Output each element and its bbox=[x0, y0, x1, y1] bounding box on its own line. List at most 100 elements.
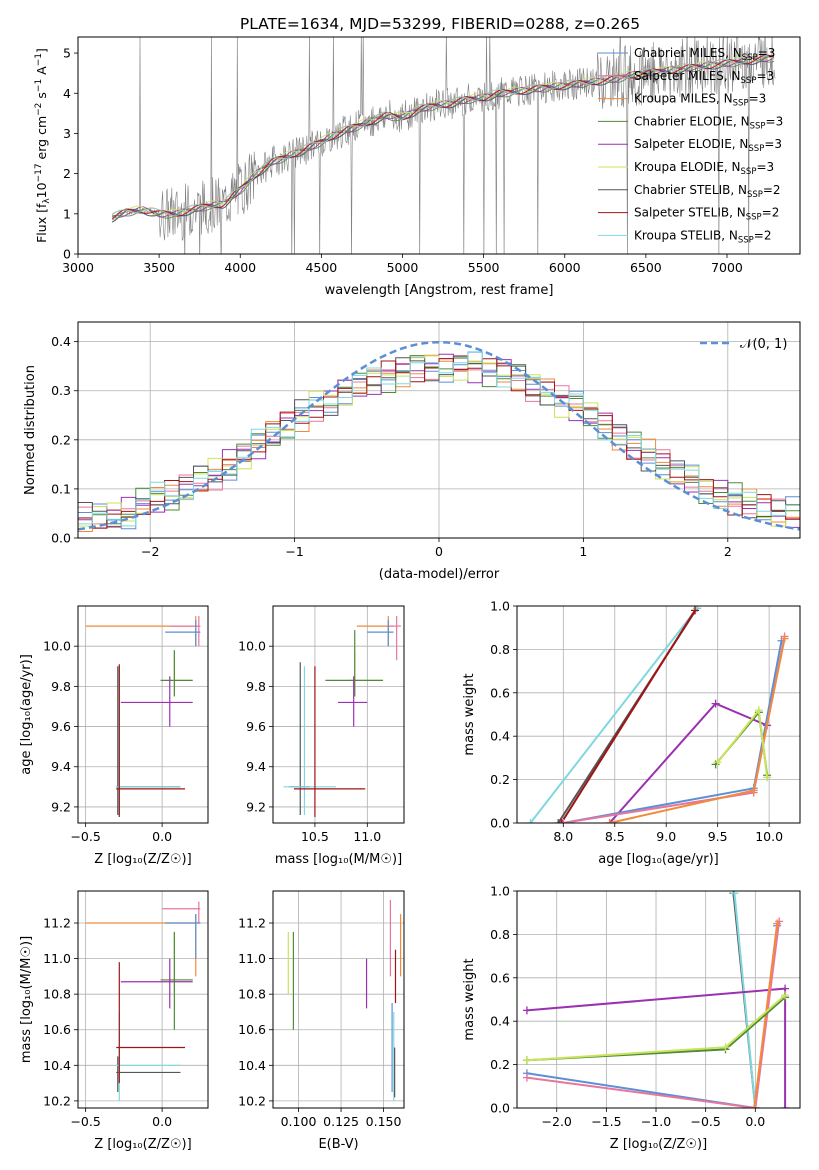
point-marker-salpeter_stelib bbox=[557, 819, 566, 823]
panel-mass_vs_Z: −0.5 0.0 10.2 10.4 10.6 10.8 11.0 11.2 Z [log₁₀(… bbox=[19, 890, 209, 1152]
axes-frame bbox=[516, 605, 801, 824]
y-axis-label: age [log₁₀(age/yr)] bbox=[19, 654, 34, 775]
y-tick-label: 9.8 bbox=[246, 679, 266, 694]
y-tick-label: 1.0 bbox=[490, 884, 510, 899]
panel-spectrum: 3000 3500 4000 4500 5000 5500 6000 6500 7000 0 1 2 3… bbox=[34, 36, 801, 298]
x-tick-label: 0.0 bbox=[152, 1114, 172, 1129]
y-tick-label: 9.4 bbox=[246, 759, 266, 774]
x-tick-label: 2 bbox=[724, 544, 732, 559]
x-tick-label: 4000 bbox=[224, 260, 256, 275]
series-line-kroupa_miles bbox=[753, 923, 779, 1108]
y-tick-label: 9.6 bbox=[51, 719, 71, 734]
y-tick-label: 0.2 bbox=[490, 1057, 510, 1072]
legend-label: 𝒩(0, 1) bbox=[740, 337, 787, 352]
x-tick-label: −0.5 bbox=[70, 1114, 100, 1129]
point-marker-kroupa_elodie bbox=[721, 1043, 730, 1052]
x-tick-label: −2.0 bbox=[542, 1114, 572, 1129]
legend-label: Chabrier ELODIE, NSSP=3 bbox=[634, 114, 783, 131]
series-line-kroupa_stelib bbox=[529, 607, 698, 823]
series-line-salpeter_miles bbox=[563, 636, 786, 823]
point-marker-salpeter_miles bbox=[559, 819, 568, 823]
legend-label-value: =3 bbox=[749, 92, 767, 106]
y-axis-label: mass weight bbox=[462, 958, 477, 1040]
series-line-salpeter_stelib bbox=[560, 609, 696, 823]
y-tick-label: 5 bbox=[63, 46, 71, 61]
y-axis-label: mass weight bbox=[462, 673, 477, 755]
x-tick-label: 5500 bbox=[468, 260, 500, 275]
point-marker-kroupa_miles bbox=[749, 786, 758, 795]
y-tick-label: 0.0 bbox=[51, 531, 71, 546]
legend-label-subscript: SSP bbox=[747, 190, 763, 200]
y-tick-label: 10.0 bbox=[238, 639, 266, 654]
point-marker-kroupa_stelib bbox=[730, 891, 739, 898]
y-tick-label: 0.1 bbox=[51, 481, 71, 496]
point-marker-kroupa_miles bbox=[750, 1104, 759, 1108]
model-line-kroupa_elodie bbox=[112, 53, 775, 220]
y-tick-label: 2 bbox=[63, 166, 71, 181]
legend-label: Salpeter MILES, NSSP=3 bbox=[634, 69, 774, 86]
model-line-salpeter_stelib bbox=[111, 54, 775, 220]
axes-frame bbox=[77, 605, 209, 824]
x-tick-label: 9.0 bbox=[656, 829, 676, 844]
y-tick-label: 0.6 bbox=[490, 685, 510, 700]
y-tick-label: 0.8 bbox=[490, 642, 510, 657]
histogram-chabrier_stelib bbox=[78, 357, 800, 527]
x-tick-label: 1 bbox=[579, 544, 587, 559]
x-axis-label: (data-model)/error bbox=[379, 567, 500, 582]
y-tick-label: 10.2 bbox=[238, 1093, 266, 1108]
axes-frame bbox=[272, 605, 405, 824]
x-tick-label: 11.0 bbox=[353, 829, 381, 844]
plot-area-mass_vs_ebv bbox=[287, 899, 402, 1101]
x-axis-label: mass [log₁₀(M/M☉)] bbox=[275, 852, 402, 867]
x-axis-label: Z [log₁₀(Z/Z☉)] bbox=[94, 1137, 191, 1152]
panel-residuals: −2 −1 0 1 2 0.0 0.1 0.2 0.3 0.4 (data-model)/error… bbox=[23, 321, 801, 582]
point-marker-kroupa_elodie bbox=[754, 706, 763, 715]
x-axis-label: Z [log₁₀(Z/Z☉)] bbox=[94, 852, 191, 867]
panel-age_vs_mass: 10.5 11.0 9.2 9.4 9.6 9.8 10.0 mass [log₁₀(M/M☉… bbox=[238, 605, 405, 867]
y-tick-label: 10.4 bbox=[43, 1058, 71, 1073]
series-line-salpeter_miles bbox=[526, 921, 781, 1108]
point-marker-kroupa_stelib bbox=[526, 819, 535, 823]
legend-label-subscript: SSP bbox=[738, 235, 754, 245]
legend-label-value: =3 bbox=[764, 137, 782, 151]
legend-label-subscript: SSP bbox=[750, 121, 766, 131]
y-tick-label: 10.8 bbox=[238, 987, 266, 1002]
x-tick-label: 7000 bbox=[711, 260, 743, 275]
point-marker-salpeter_elodie bbox=[711, 699, 720, 708]
panel-age_vs_Z: −0.5 0.0 9.2 9.4 9.6 9.8 10.0 Z [log₁₀(Z/Z☉)] ag… bbox=[19, 605, 209, 867]
x-axis-label: Z [log₁₀(Z/Z☉)] bbox=[610, 1137, 707, 1152]
y-tick-label: 11.0 bbox=[43, 951, 71, 966]
x-axis-label: age [log₁₀(age/yr)] bbox=[598, 852, 719, 867]
plot-area-age_vs_mass bbox=[283, 616, 401, 817]
y-axis-label-part: −1 bbox=[34, 53, 44, 66]
y-tick-label: 4 bbox=[63, 86, 71, 101]
legend-label: Salpeter STELIB, NSSP=2 bbox=[634, 206, 779, 223]
point-marker-kroupa_elodie bbox=[522, 1056, 531, 1065]
x-tick-label: 0.125 bbox=[323, 1114, 359, 1129]
y-tick-label: 0 bbox=[63, 247, 71, 262]
x-tick-label: 3500 bbox=[143, 260, 175, 275]
y-tick-label: 9.8 bbox=[51, 679, 71, 694]
plot-area-age_vs_Z bbox=[85, 616, 201, 817]
x-tick-label: 6000 bbox=[549, 260, 581, 275]
axes-frame bbox=[77, 36, 801, 255]
legend-label-subscript: SSP bbox=[748, 144, 764, 154]
x-tick-label: −1.5 bbox=[591, 1114, 621, 1129]
x-tick-label: −0.5 bbox=[690, 1114, 720, 1129]
y-tick-label: 0.4 bbox=[51, 334, 71, 349]
plot-area-mass_vs_Z bbox=[85, 901, 201, 1101]
panel-weight_vs_Z: −2.0 −1.5 −1.0 −0.5 0.0 0.0 0.2 0.4 0.6 0.8 1.0 Z [… bbox=[462, 884, 801, 1152]
point-marker-chabrier_stelib bbox=[554, 819, 563, 823]
panel-weight_vs_age: 8.0 8.5 9.0 9.5 10.0 0.0 0.2 0.4 0.6 0.8 1.0 age [l… bbox=[462, 599, 801, 867]
x-tick-label: −2 bbox=[141, 544, 159, 559]
y-tick-label: 1 bbox=[63, 206, 71, 221]
plot-area-weight_vs_Z bbox=[522, 891, 790, 1108]
legend-label: Salpeter ELODIE, NSSP=3 bbox=[634, 137, 782, 154]
y-tick-label: 11.2 bbox=[238, 916, 266, 931]
x-axis-label: E(B-V) bbox=[318, 1137, 358, 1152]
legend-label-text: Salpeter STELIB, N bbox=[634, 206, 746, 220]
y-axis-label-part: λ bbox=[42, 198, 52, 204]
x-tick-label: 0.150 bbox=[366, 1114, 402, 1129]
